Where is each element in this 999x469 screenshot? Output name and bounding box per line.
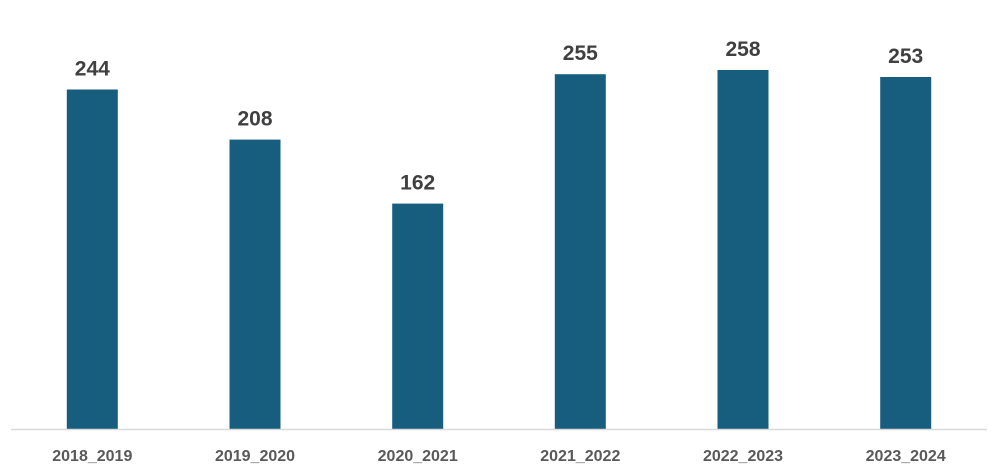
bar-2019_2020 (229, 139, 281, 429)
data-label-2021_2022: 255 (563, 42, 598, 65)
x-tick-label-2019_2020: 2019_2020 (215, 448, 295, 465)
bar-2020_2021 (392, 203, 444, 429)
x-tick-labels-layer: 2018_2019 2019_2020 2020_2021 2021_2022 2022… (52, 448, 946, 465)
x-tick-label-2023_2024: 2023_2024 (866, 448, 946, 465)
bar-2021_2022 (554, 74, 606, 429)
data-label-2022_2023: 258 (725, 38, 760, 61)
data-label-2019_2020: 208 (237, 108, 272, 131)
bar-2022_2023 (717, 70, 769, 429)
x-tick-label-2021_2022: 2021_2022 (540, 448, 620, 465)
x-tick-label-2022_2023: 2022_2023 (703, 448, 783, 465)
bar-2018_2019 (66, 89, 118, 429)
x-tick-label-2020_2021: 2020_2021 (378, 448, 458, 465)
data-labels-layer: 244 208 162 255 258 253 (75, 38, 923, 195)
data-label-2020_2021: 162 (400, 172, 435, 195)
data-label-2023_2024: 253 (888, 45, 923, 68)
x-tick-label-2018_2019: 2018_2019 (52, 448, 132, 465)
bars-layer (66, 70, 932, 429)
data-label-2018_2019: 244 (75, 58, 110, 81)
bar-2023_2024 (880, 77, 932, 429)
